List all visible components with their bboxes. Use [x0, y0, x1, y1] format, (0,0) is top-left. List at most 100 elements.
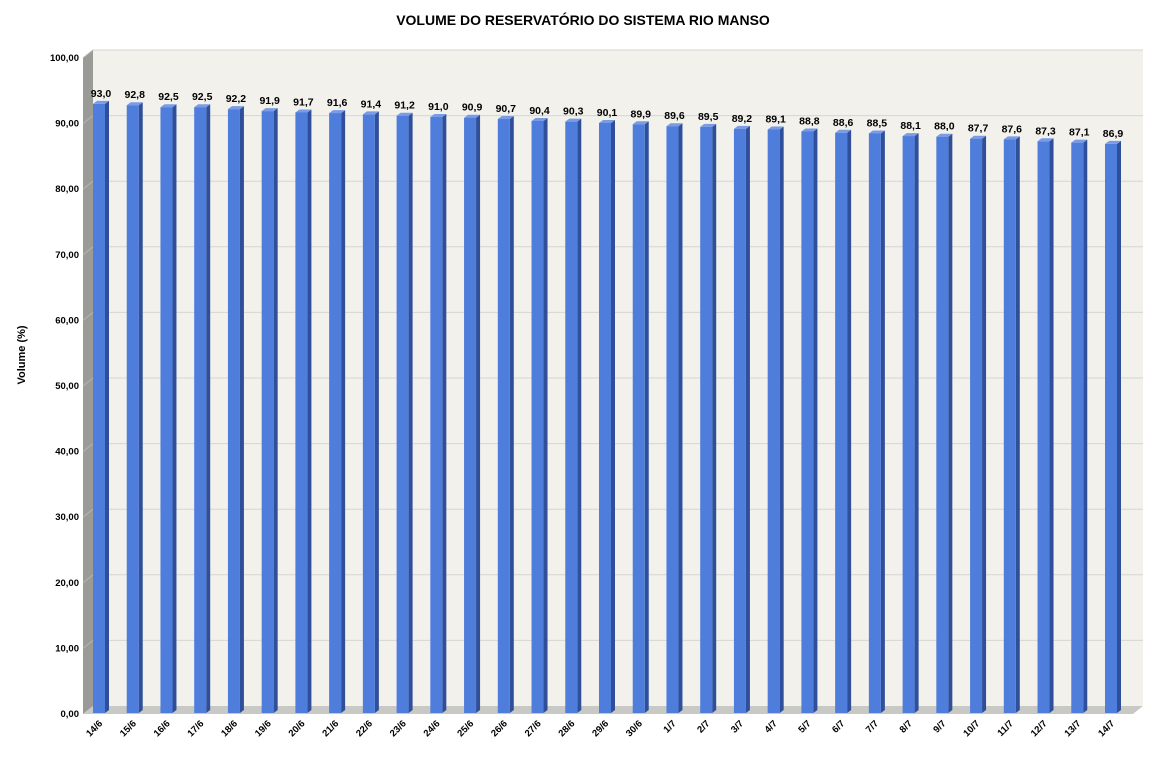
x-tick-label: 11/7 [995, 718, 1015, 738]
bar [632, 124, 645, 714]
bar-top [936, 133, 953, 137]
x-tick-label: 6/7 [830, 718, 847, 735]
gridline-side [82, 180, 94, 190]
bar [733, 128, 746, 713]
x-tick-label: 30/6 [624, 718, 645, 739]
x-tick-label: 26/6 [489, 718, 510, 739]
bar-top [1105, 140, 1121, 144]
data-label: 92,2 [226, 93, 247, 105]
x-tick-label: 12/7 [1029, 718, 1050, 739]
bar [599, 122, 611, 714]
bar [565, 121, 578, 713]
data-label: 91,0 [428, 101, 449, 113]
x-tick-label: 23/6 [388, 718, 409, 739]
bar-top [93, 100, 109, 104]
y-tick-label: 30,00 [55, 512, 79, 523]
bar [329, 113, 342, 713]
x-tick-label: 2/7 [695, 718, 712, 735]
y-tick-label: 10,00 [55, 643, 79, 654]
bar [936, 136, 949, 714]
bar-side [644, 121, 649, 714]
bar-side [374, 111, 379, 713]
bar-top [733, 125, 750, 129]
data-label: 90,1 [597, 107, 618, 119]
x-tick-label: 15/6 [118, 718, 139, 739]
data-label: 90,3 [563, 106, 584, 118]
bar-top [227, 106, 244, 110]
x-tick-label: 18/6 [219, 718, 240, 739]
bar [295, 112, 308, 713]
bar [835, 132, 848, 713]
bar-side [1117, 140, 1121, 713]
bar-side [847, 129, 852, 713]
data-label: 93,0 [91, 88, 112, 100]
chart-title: VOLUME DO RESERVATÓRIO DO SISTEMA RIO MA… [396, 11, 770, 28]
bar-top [464, 114, 481, 118]
bar-top [902, 133, 919, 137]
bar [194, 107, 207, 713]
x-tick-label: 24/6 [422, 718, 443, 739]
data-label: 92,5 [192, 91, 213, 103]
data-label: 86,9 [1103, 128, 1124, 140]
bar-top [1071, 139, 1088, 143]
bar-top [295, 109, 312, 113]
bar [430, 117, 443, 714]
x-tick-label: 22/6 [354, 718, 375, 739]
data-label: 87,3 [1035, 125, 1056, 137]
y-tick-label: 60,00 [55, 315, 79, 326]
x-tick-label: 7/7 [864, 718, 881, 735]
bar-top [565, 118, 582, 122]
bar-top [531, 117, 548, 121]
bar-side [813, 128, 818, 714]
bar [970, 138, 983, 714]
bar-side [307, 109, 312, 713]
x-tick-label: 3/7 [729, 718, 746, 735]
gridline-side [82, 640, 94, 649]
bar [1003, 139, 1016, 713]
bar-top [396, 112, 413, 116]
bar-top [329, 110, 346, 114]
bar-side [745, 125, 750, 713]
x-tick-label: 16/6 [152, 718, 173, 739]
bar-top [194, 104, 211, 108]
data-label: 91,2 [394, 100, 415, 112]
x-tick-label: 28/6 [557, 718, 578, 739]
bar-top [1003, 136, 1020, 140]
bar-side [138, 102, 143, 714]
data-label: 87,1 [1069, 127, 1090, 139]
bar-side [206, 104, 211, 713]
bar-top [868, 130, 885, 134]
y-tick-label: 100,00 [50, 53, 79, 64]
bar-side [509, 116, 514, 714]
x-tick-label: 9/7 [931, 718, 948, 735]
data-label: 88,6 [833, 117, 854, 129]
data-label: 88,0 [934, 121, 955, 133]
x-tick-label: 13/7 [1063, 718, 1084, 739]
x-tick-label: 14/7 [1096, 718, 1117, 739]
data-label: 88,1 [900, 120, 921, 132]
bar-side [476, 114, 481, 714]
data-label: 90,4 [529, 105, 550, 117]
bar [700, 126, 713, 713]
gridline-side [82, 246, 94, 256]
y-tick-label: 80,00 [55, 184, 79, 195]
bar-side [408, 112, 413, 713]
gridline-side [82, 443, 94, 452]
data-label: 90,9 [462, 102, 483, 114]
gridline-side [82, 574, 94, 584]
bar [868, 133, 881, 713]
plot-area: 0,00 10,00 20,00 30,00 40,00 50,00 60,00 70,00 8… [50, 49, 1143, 739]
bar-top [1037, 138, 1054, 142]
gridline-side [82, 312, 94, 321]
bar-top [497, 116, 514, 120]
x-tick-label: 10/7 [961, 718, 982, 739]
bar-side [442, 114, 447, 714]
bar-top [835, 129, 852, 133]
data-label: 89,1 [765, 114, 786, 126]
data-label: 87,7 [968, 123, 989, 135]
bar-top [160, 104, 177, 108]
bar-side [779, 126, 784, 713]
gridline-side [82, 377, 94, 387]
bar [1037, 141, 1050, 713]
